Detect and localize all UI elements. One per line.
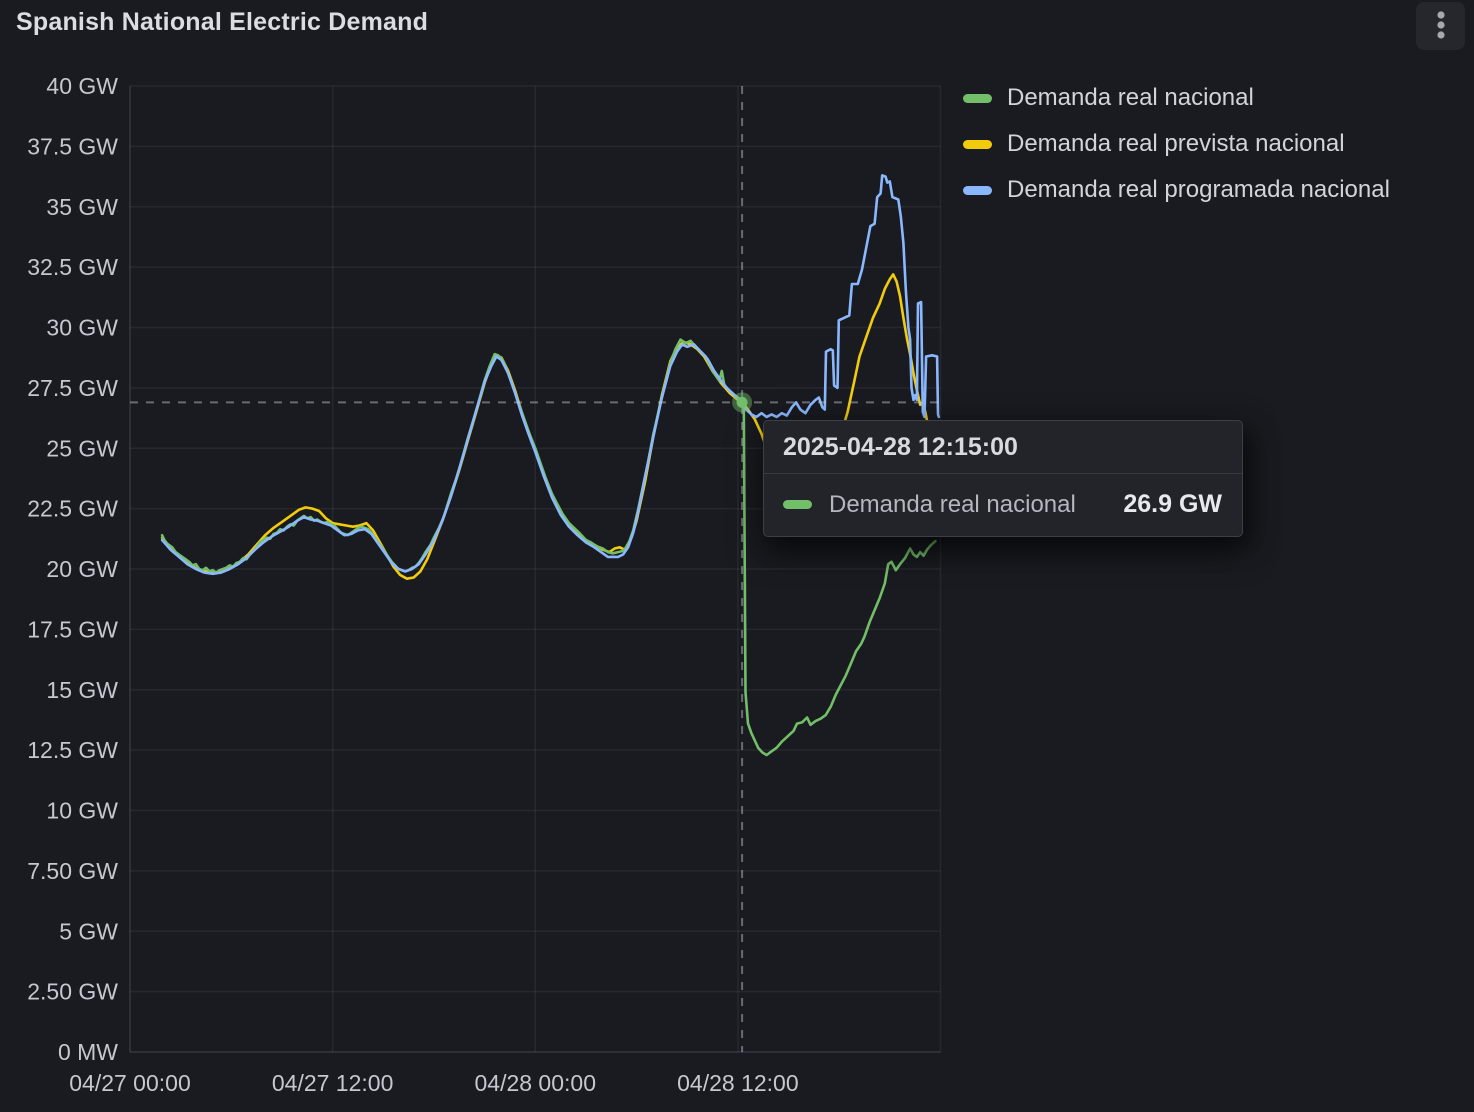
legend-label: Demanda real programada nacional bbox=[1007, 176, 1390, 203]
svg-text:5 GW: 5 GW bbox=[59, 918, 118, 944]
svg-text:7.50 GW: 7.50 GW bbox=[27, 858, 118, 884]
series-color-pill bbox=[783, 500, 812, 509]
svg-text:37.5 GW: 37.5 GW bbox=[27, 133, 118, 159]
legend: Demanda real nacional Demanda real previ… bbox=[963, 83, 1390, 221]
svg-text:04/28 00:00: 04/28 00:00 bbox=[474, 1070, 596, 1096]
svg-text:30 GW: 30 GW bbox=[46, 315, 118, 341]
svg-text:15 GW: 15 GW bbox=[46, 677, 118, 703]
hover-tooltip: 2025-04-28 12:15:00 Demanda real naciona… bbox=[763, 420, 1243, 537]
svg-text:40 GW: 40 GW bbox=[46, 73, 118, 99]
legend-label: Demanda real nacional bbox=[1007, 84, 1254, 111]
svg-text:12.5 GW: 12.5 GW bbox=[27, 737, 118, 763]
tooltip-timestamp: 2025-04-28 12:15:00 bbox=[764, 421, 1242, 474]
kebab-menu-icon bbox=[1437, 11, 1445, 39]
svg-text:27.5 GW: 27.5 GW bbox=[27, 375, 118, 401]
tooltip-series-row: Demanda real nacional 26.9 GW bbox=[764, 474, 1242, 536]
svg-text:10 GW: 10 GW bbox=[46, 798, 118, 824]
svg-text:32.5 GW: 32.5 GW bbox=[27, 254, 118, 280]
legend-label: Demanda real prevista nacional bbox=[1007, 130, 1345, 157]
series-color-pill bbox=[963, 139, 992, 149]
svg-text:04/27 00:00: 04/27 00:00 bbox=[69, 1070, 191, 1096]
tooltip-series-label: Demanda real nacional bbox=[829, 490, 1076, 518]
legend-item-demanda-prevista[interactable]: Demanda real prevista nacional bbox=[963, 129, 1390, 159]
svg-text:17.5 GW: 17.5 GW bbox=[27, 616, 118, 642]
svg-text:04/27 12:00: 04/27 12:00 bbox=[272, 1070, 394, 1096]
series-color-pill bbox=[963, 93, 992, 103]
svg-text:2.50 GW: 2.50 GW bbox=[27, 979, 118, 1005]
svg-text:22.5 GW: 22.5 GW bbox=[27, 496, 118, 522]
svg-text:20 GW: 20 GW bbox=[46, 556, 118, 582]
tooltip-series-value: 26.9 GW bbox=[1123, 490, 1222, 518]
svg-text:25 GW: 25 GW bbox=[46, 435, 118, 461]
series-color-pill bbox=[963, 185, 992, 195]
legend-item-demanda-programada[interactable]: Demanda real programada nacional bbox=[963, 175, 1390, 205]
panel-menu-button[interactable] bbox=[1416, 2, 1465, 50]
svg-text:0 MW: 0 MW bbox=[58, 1039, 118, 1065]
svg-text:04/28 12:00: 04/28 12:00 bbox=[677, 1070, 799, 1096]
legend-item-demanda-real[interactable]: Demanda real nacional bbox=[963, 83, 1390, 113]
panel-title[interactable]: Spanish National Electric Demand bbox=[16, 8, 429, 36]
svg-text:35 GW: 35 GW bbox=[46, 194, 118, 220]
